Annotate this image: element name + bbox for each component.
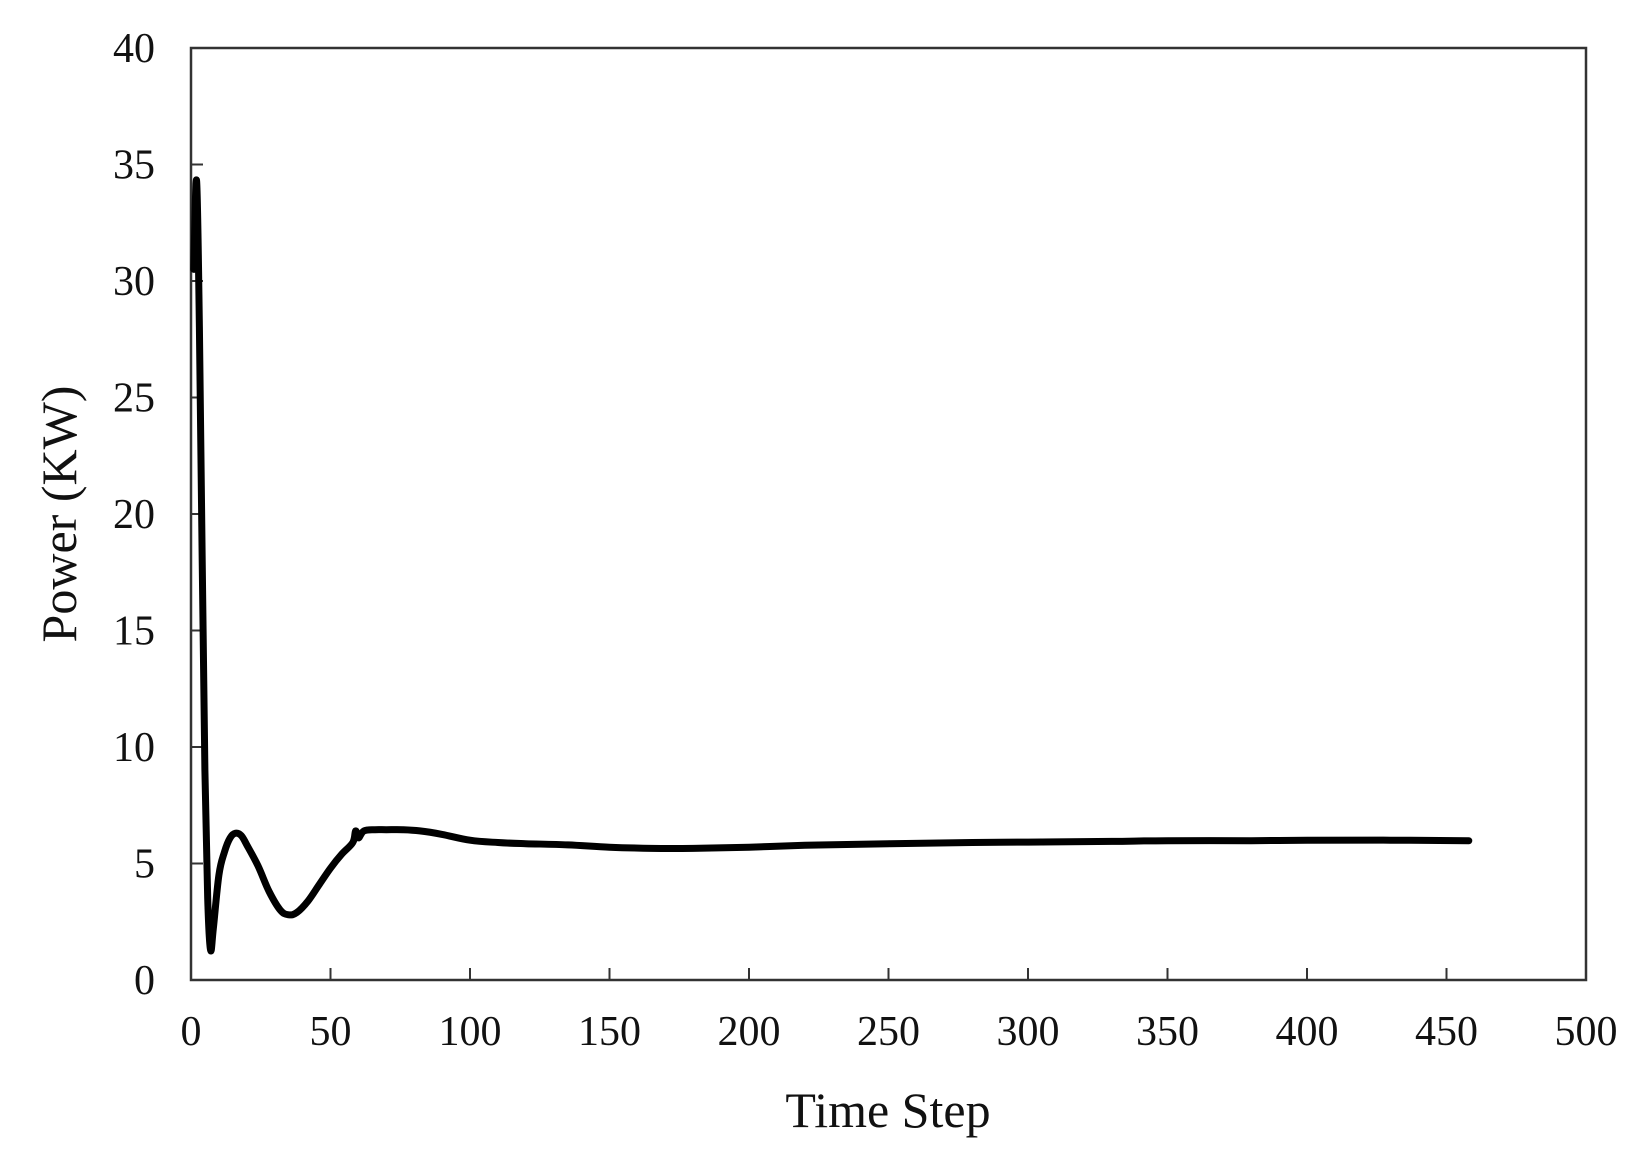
x-tick-label: 0: [181, 1009, 202, 1055]
y-tick-label: 0: [134, 958, 155, 1004]
x-tick-label: 350: [1136, 1009, 1199, 1055]
y-axis-ticks: 0 5 10 15 20 25 30 35 40: [113, 26, 203, 1004]
y-tick-label: 5: [134, 842, 155, 888]
x-tick-label: 400: [1276, 1009, 1339, 1055]
y-tick-label: 15: [113, 609, 155, 655]
x-axis-title: Time Step: [785, 1082, 990, 1138]
y-tick-label: 25: [113, 376, 155, 422]
x-tick-label: 200: [718, 1009, 781, 1055]
series-line-power: [190, 176, 1473, 955]
y-tick-label: 35: [113, 143, 155, 189]
series-layer: [190, 176, 1473, 955]
y-tick-label: 20: [113, 492, 155, 538]
x-tick-label: 250: [857, 1009, 920, 1055]
y-tick-label: 40: [113, 26, 155, 72]
x-tick-label: 150: [578, 1009, 641, 1055]
y-tick-label: 30: [113, 259, 155, 305]
y-axis-title: Power (KW): [31, 386, 87, 643]
x-tick-label: 300: [997, 1009, 1060, 1055]
y-tick-label: 10: [113, 725, 155, 771]
x-axis-ticks: 0 50 100 150 200 250 300 350 400 450 500: [181, 968, 1618, 1055]
x-tick-label: 100: [439, 1009, 502, 1055]
x-tick-label: 500: [1555, 1009, 1618, 1055]
x-tick-label: 450: [1415, 1009, 1478, 1055]
x-tick-label: 50: [310, 1009, 352, 1055]
